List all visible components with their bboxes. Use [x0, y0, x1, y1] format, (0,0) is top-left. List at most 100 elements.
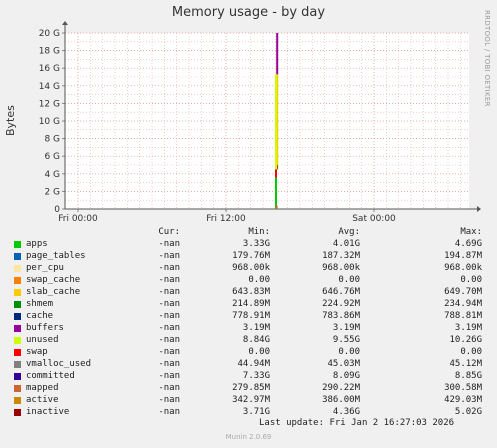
- legend-header-max: Max:: [460, 227, 482, 237]
- legend-swatch: [14, 349, 21, 356]
- legend-max-value: 429.03M: [444, 395, 482, 405]
- legend-name: swap_cache: [26, 275, 81, 285]
- legend-header-avg: Avg:: [338, 227, 360, 237]
- legend-min-value: 778.91M: [232, 311, 270, 321]
- legend-row-vmalloc_used: vmalloc_used -nan 44.94M 45.03M 45.12M: [0, 359, 497, 371]
- legend-row-swap_cache: swap_cache -nan 0.00 0.00 0.00: [0, 275, 497, 287]
- legend-avg-value: 4.01G: [332, 239, 360, 249]
- legend-name: active: [26, 395, 59, 405]
- chart-plot: 0 2 G 4 G 6 G 8 G 10 G 12 G 14 G 16 G 18 G 20 G Fri…: [39, 21, 481, 224]
- legend-avg-value: 9.55G: [332, 335, 360, 345]
- legend-cur-value: -nan: [158, 335, 180, 345]
- legend-name: page_tables: [26, 251, 86, 261]
- legend-min-value: 0.00: [248, 347, 270, 357]
- legend-swatch: [14, 325, 21, 332]
- legend-name: swap: [26, 347, 48, 357]
- legend-min-value: 3.71G: [242, 407, 270, 417]
- legend-cur-value: -nan: [158, 299, 180, 309]
- chart-title: Memory usage - by day: [171, 5, 326, 20]
- legend-header-min: Min:: [248, 227, 270, 237]
- legend-name: committed: [26, 371, 75, 381]
- legend-cur-value: -nan: [158, 359, 180, 369]
- x-tick-label: Fri 00:00: [58, 214, 98, 224]
- legend-max-value: 300.58M: [444, 383, 482, 393]
- legend-swatch: [14, 385, 21, 392]
- legend-name: apps: [26, 239, 48, 249]
- y-tick-label: 20 G: [39, 29, 60, 39]
- legend-max-value: 3.19M: [454, 323, 482, 333]
- x-tick-label: Sat 00:00: [352, 214, 396, 224]
- legend-max-value: 234.94M: [444, 299, 482, 309]
- legend-min-value: 0.00: [248, 275, 270, 285]
- legend-cur-value: -nan: [158, 383, 180, 393]
- y-tick-label: 4 G: [44, 170, 60, 180]
- legend-name: cache: [26, 311, 54, 321]
- legend-name: shmem: [26, 299, 54, 309]
- legend-name: inactive: [26, 407, 70, 417]
- legend-row-page_tables: page_tables -nan 179.76M 187.32M 194.87M: [0, 251, 497, 263]
- legend-min-value: 44.94M: [237, 359, 270, 369]
- legend-row-active: active -nan 342.97M 386.00M 429.03M: [0, 395, 497, 407]
- legend-swatch: [14, 397, 21, 404]
- munin-version: Munin 2.0.69: [225, 433, 272, 441]
- legend-swatch: [14, 277, 21, 284]
- y-tick-label: 18 G: [39, 47, 60, 57]
- legend-avg-value: 386.00M: [322, 395, 360, 405]
- legend-avg-value: 290.22M: [322, 383, 360, 393]
- legend-avg-value: 0.00: [338, 347, 360, 357]
- legend-avg-value: 8.09G: [332, 371, 360, 381]
- y-tick-label: 2 G: [44, 187, 60, 197]
- legend-cur-value: -nan: [158, 323, 180, 333]
- legend-swatch: [14, 265, 21, 272]
- legend-max-value: 5.02G: [454, 407, 482, 417]
- legend-max-value: 649.70M: [444, 287, 482, 297]
- legend-avg-value: 783.86M: [322, 311, 360, 321]
- legend-swatch: [14, 373, 21, 380]
- legend-max-value: 8.85G: [454, 371, 482, 381]
- legend-row-mapped: mapped -nan 279.85M 290.22M 300.58M: [0, 383, 497, 395]
- legend-row-committed: committed -nan 7.33G 8.09G 8.85G: [0, 371, 497, 383]
- legend-avg-value: 187.32M: [322, 251, 360, 261]
- legend-cur-value: -nan: [158, 275, 180, 285]
- legend-swatch: [14, 313, 21, 320]
- legend-cur-value: -nan: [158, 371, 180, 381]
- legend-min-value: 179.76M: [232, 251, 270, 261]
- legend-row-swap: swap -nan 0.00 0.00 0.00: [0, 347, 497, 359]
- legend-name: buffers: [26, 323, 64, 333]
- rrdtool-credit: RRDTOOL / TOBI OETIKER: [483, 10, 491, 107]
- legend-avg-value: 0.00: [338, 275, 360, 285]
- legend-cur-value: -nan: [158, 251, 180, 261]
- legend-cur-value: -nan: [158, 239, 180, 249]
- legend-cur-value: -nan: [158, 263, 180, 273]
- legend-max-value: 194.87M: [444, 251, 482, 261]
- legend-min-value: 214.89M: [232, 299, 270, 309]
- y-axis-arrow: [62, 21, 68, 25]
- legend-row-slab_cache: slab_cache -nan 643.83M 646.76M 649.70M: [0, 287, 497, 299]
- legend-avg-value: 45.03M: [327, 359, 360, 369]
- y-tick-label: 12 G: [39, 99, 60, 109]
- legend-min-value: 8.84G: [242, 335, 270, 345]
- legend-cur-value: -nan: [158, 347, 180, 357]
- legend-max-value: 10.26G: [449, 335, 482, 345]
- x-axis-arrow: [477, 206, 481, 212]
- legend-swatch: [14, 253, 21, 260]
- legend-row-buffers: buffers -nan 3.19M 3.19M 3.19M: [0, 323, 497, 335]
- legend-name: slab_cache: [26, 287, 81, 297]
- legend-cur-value: -nan: [158, 287, 180, 297]
- legend-name: unused: [26, 335, 59, 345]
- legend-name: per_cpu: [26, 263, 64, 273]
- legend-swatch: [14, 301, 21, 308]
- legend-row-apps: apps -nan 3.33G 4.01G 4.69G: [0, 239, 497, 251]
- y-tick-label: 10 G: [39, 117, 60, 127]
- legend-max-value: 0.00: [460, 347, 482, 357]
- legend-max-value: 45.12M: [449, 359, 482, 369]
- x-tick-label: Fri 12:00: [206, 214, 246, 224]
- legend-row-shmem: shmem -nan 214.89M 224.92M 234.94M: [0, 299, 497, 311]
- legend-max-value: 788.81M: [444, 311, 482, 321]
- legend-cur-value: -nan: [158, 407, 180, 417]
- legend-max-value: 968.00k: [444, 263, 482, 273]
- legend-min-value: 3.19M: [242, 323, 270, 333]
- y-tick-label: 16 G: [39, 64, 60, 74]
- legend-max-value: 4.69G: [454, 239, 482, 249]
- legend-avg-value: 3.19M: [332, 323, 360, 333]
